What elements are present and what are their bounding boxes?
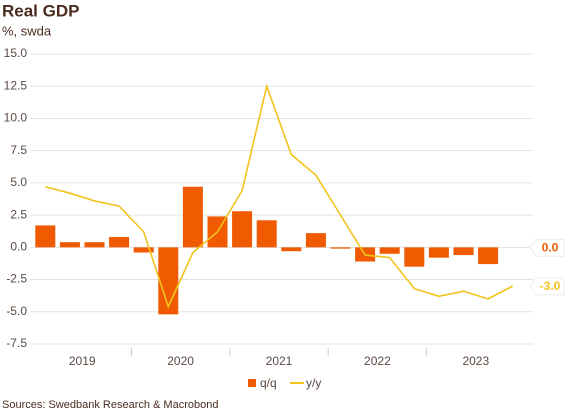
bar [59,242,80,248]
y-tick-label: 2.5 [10,207,27,221]
end-label: 0.0 [542,241,559,255]
y-tick-label: 7.5 [10,143,27,157]
x-tick-label: 2022 [364,354,391,368]
bar [453,247,474,256]
bar [256,220,277,248]
x-tick-label: 2019 [69,354,96,368]
legend-label: y/y [306,376,321,390]
bar [428,247,449,258]
x-tick-label: 2021 [266,354,293,368]
y-tick-label: 0.0 [10,240,27,254]
y-tick-label: 15.0 [4,46,28,60]
bar [305,233,326,248]
y-tick-label: 12.5 [4,78,28,92]
bar [109,237,130,248]
x-tick-label: 2020 [167,354,194,368]
bar [330,247,351,249]
end-label: -3.0 [540,279,561,293]
legend-swatch [248,379,256,387]
y-tick-label: -7.5 [6,336,27,350]
bar [133,247,154,253]
y-tick-label: -2.5 [6,272,27,286]
bar [379,247,400,254]
chart-title: Real GDP [2,1,79,20]
y-tick-label: 5.0 [10,175,27,189]
bar [158,247,179,315]
bar [281,247,302,252]
bar [404,247,425,267]
legend-label: q/q [260,376,277,390]
y-tick-label: 10.0 [4,111,28,125]
line [45,83,514,309]
y-tick-label: -5.0 [6,304,27,318]
bar [35,225,56,248]
bar [478,247,499,265]
chart-subtitle: %, swda [2,23,52,38]
bar [182,186,203,248]
x-tick-label: 2023 [462,354,489,368]
bar [232,211,253,248]
end-label-box [529,238,565,257]
bar [84,242,105,248]
end-label-box [529,277,565,296]
source: Sources: Swedbank Research & Macrobond [2,399,218,411]
